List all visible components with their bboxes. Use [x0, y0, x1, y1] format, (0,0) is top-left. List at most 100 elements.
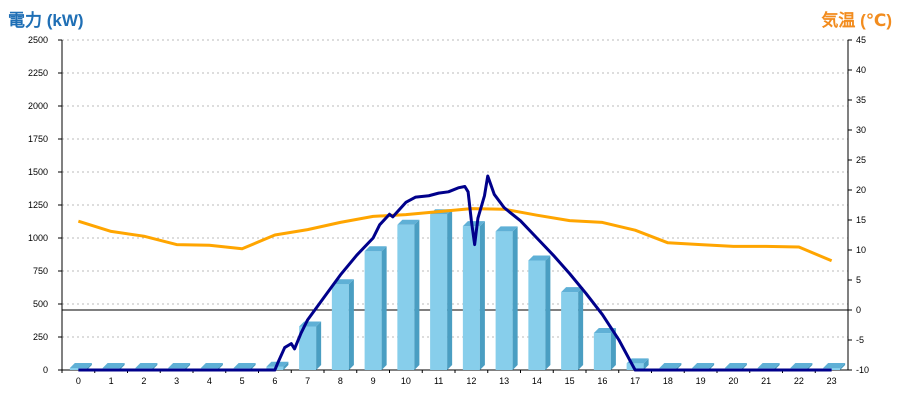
bar-top: [724, 363, 747, 368]
bar-side: [414, 219, 420, 370]
bar-top: [462, 221, 485, 227]
left-tick-label: 1000: [28, 233, 48, 243]
x-tick-label: 15: [565, 376, 575, 386]
x-tick-label: 3: [174, 376, 179, 386]
bar: [593, 333, 611, 370]
bar-side: [119, 363, 125, 370]
bar-top: [692, 363, 715, 368]
bar: [331, 284, 349, 370]
bar-side: [774, 363, 780, 370]
x-tick-label: 18: [663, 376, 673, 386]
bar: [364, 251, 382, 370]
x-tick-label: 11: [434, 376, 443, 386]
bar-side: [643, 358, 649, 370]
right-tick-label: 35: [856, 95, 866, 105]
x-tick-label: 21: [761, 376, 771, 386]
right-tick-label: 20: [856, 185, 866, 195]
x-tick-label: 7: [305, 376, 310, 386]
bar: [430, 214, 448, 370]
left-tick-label: 1500: [28, 167, 48, 177]
x-tick-label: 19: [696, 376, 706, 386]
bar-top: [397, 219, 420, 225]
x-tick-label: 12: [466, 376, 476, 386]
x-tick-label: 0: [76, 376, 81, 386]
bar-side: [807, 363, 813, 370]
x-tick-label: 4: [207, 376, 212, 386]
left-axis-title: 電力 (kW): [8, 11, 84, 30]
left-tick-label: 1250: [28, 200, 48, 210]
bar-side: [86, 363, 92, 370]
x-tick-label: 13: [499, 376, 509, 386]
x-tick-label: 14: [532, 376, 542, 386]
bar-side: [250, 363, 256, 370]
bar: [561, 292, 579, 370]
left-tick-label: 250: [33, 332, 48, 342]
bar-side: [545, 255, 551, 370]
bar: [299, 326, 317, 370]
bar-top: [528, 255, 551, 261]
x-tick-label: 10: [401, 376, 411, 386]
bar: [495, 231, 513, 370]
right-axis-title: 気温 (℃): [821, 11, 892, 30]
bar: [397, 224, 415, 370]
bar-side: [709, 363, 715, 370]
bar-side: [316, 321, 322, 370]
right-tick-label: 15: [856, 215, 866, 225]
left-tick-label: 2250: [28, 68, 48, 78]
right-tick-label: 30: [856, 125, 866, 135]
bar-top: [659, 363, 682, 368]
bar-top: [561, 287, 584, 293]
bar-side: [741, 363, 747, 370]
bar-side: [676, 363, 682, 370]
bar: [626, 363, 644, 370]
bar-side: [283, 361, 289, 370]
bar-top: [495, 226, 518, 232]
x-tick-label: 2: [141, 376, 146, 386]
bar-side: [840, 363, 846, 370]
right-tick-label: 45: [856, 35, 866, 45]
right-tick-label: -5: [856, 335, 864, 345]
x-tick-label: 23: [827, 376, 837, 386]
right-tick-label: 25: [856, 155, 866, 165]
left-tick-label: 1750: [28, 134, 48, 144]
bar: [528, 260, 546, 370]
x-tick-label: 8: [338, 376, 343, 386]
x-tick-label: 17: [630, 376, 640, 386]
bar-side: [479, 221, 485, 370]
bar-side: [217, 363, 223, 370]
bar-top: [135, 363, 158, 368]
temperature-line: [77, 207, 833, 263]
right-tick-label: 40: [856, 65, 866, 75]
left-tick-label: 750: [33, 266, 48, 276]
bar-side: [447, 209, 453, 370]
bar-top: [200, 363, 223, 368]
x-tick-label: 9: [371, 376, 376, 386]
right-tick-label: 5: [856, 275, 861, 285]
bar-side: [610, 328, 616, 370]
bar-side: [578, 287, 584, 370]
x-tick-label: 16: [597, 376, 607, 386]
bar: [462, 226, 480, 370]
bar-top: [69, 363, 92, 368]
bar-top: [102, 363, 125, 368]
bar-side: [152, 363, 158, 370]
left-tick-label: 500: [33, 299, 48, 309]
bar-top: [790, 363, 813, 368]
bar-side: [348, 279, 354, 370]
bar-top: [233, 363, 256, 368]
left-tick-label: 2000: [28, 101, 48, 111]
power-line: [78, 174, 832, 372]
right-tick-label: 10: [856, 245, 866, 255]
x-tick-label: 5: [240, 376, 245, 386]
x-tick-label: 22: [794, 376, 804, 386]
bar-top: [168, 363, 191, 368]
right-tick-label: -10: [856, 365, 869, 375]
x-tick-label: 1: [109, 376, 114, 386]
x-tick-label: 6: [272, 376, 277, 386]
left-tick-label: 2500: [28, 35, 48, 45]
bar-top: [757, 363, 780, 368]
bar-side: [185, 363, 191, 370]
left-tick-label: 0: [43, 365, 48, 375]
bar-top: [364, 246, 387, 252]
